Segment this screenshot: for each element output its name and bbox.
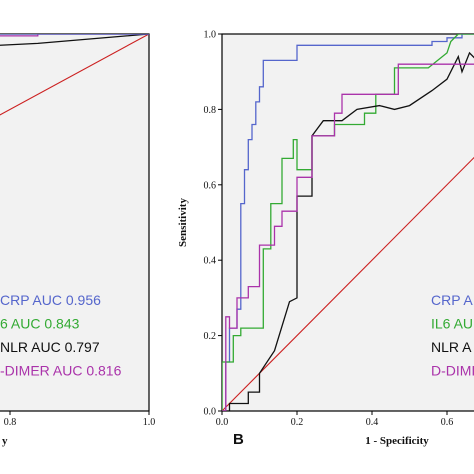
y-tick-label: 0.6 [204, 180, 217, 191]
y-tick-label: 1.0 [204, 30, 217, 41]
plot-area [0, 34, 149, 411]
legend-entry-ddimer: -DIMER AUC 0.816 [0, 363, 122, 379]
x-tick-label: 0.2 [291, 417, 304, 428]
series-line-ddimer [222, 63, 474, 411]
x-tick-label: 0.8 [4, 417, 17, 428]
series-line-il6 [222, 34, 474, 411]
series-line-diagonal [0, 34, 149, 116]
y-axis-label: Sensitivity [177, 198, 189, 247]
y-tick-label: 0.4 [204, 256, 217, 267]
legend-entry-crp: CRP A [431, 292, 473, 308]
panel-label: B [233, 431, 244, 448]
y-tick-label: 0.0 [204, 407, 217, 418]
x-axis-label: 1 - Specificity [365, 435, 429, 447]
x-tick-label: 0.0 [216, 417, 229, 428]
legend-entry-nlr: NLR AUC 0.797 [0, 339, 100, 355]
series-group [222, 34, 474, 411]
x-axis-label: y [2, 435, 8, 447]
x-tick-label: 0.6 [441, 417, 454, 428]
legend-entry-il6: 6 AUC 0.843 [0, 316, 80, 332]
panel-b-chart: 0.0 0.2 0.4 0.6 0.0 0.2 0.4 0.6 0.8 1.0 1 - Specif… [177, 30, 474, 448]
x-tick-label: 0.4 [366, 417, 379, 428]
y-tick-label: 0.2 [204, 331, 217, 342]
series-group [0, 34, 149, 116]
x-tick-label: 1.0 [143, 417, 156, 428]
legend-entry-il6: IL6 AU [431, 316, 473, 332]
series-line-diagonal [222, 156, 474, 411]
legend-entry-nlr: NLR A [431, 339, 472, 355]
plot-area [222, 34, 474, 411]
panel-a-chart: 0.8 1.0 y CRP AUC 0.956 6 AUC 0.843 NLR AUC 0… [0, 33, 156, 447]
y-tick-label: 0.8 [204, 105, 217, 116]
plot-frame [221, 33, 474, 412]
plot-frame [0, 33, 150, 412]
series-line-nlr [0, 34, 149, 46]
legend-entry-crp: CRP AUC 0.956 [0, 292, 101, 308]
legend-entry-ddimer: D-DIMI [431, 363, 474, 379]
